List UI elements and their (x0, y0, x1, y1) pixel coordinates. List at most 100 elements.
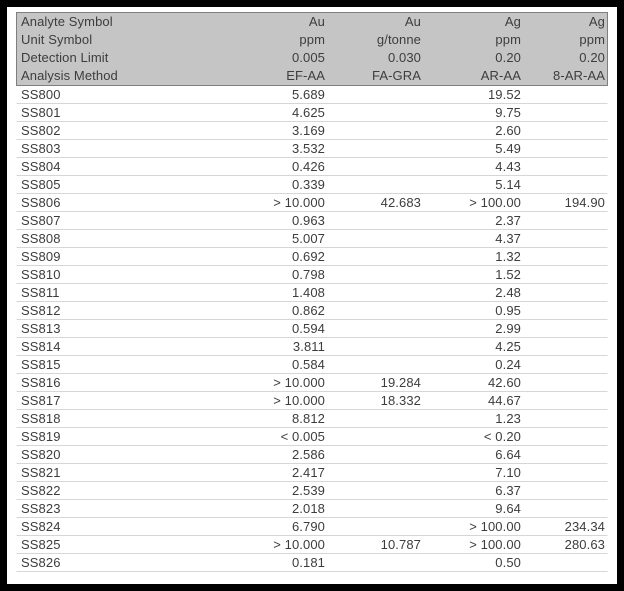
cell-au-ppm: 5.007 (291, 231, 325, 246)
header-cell-au-ppm: EF-AA (286, 68, 325, 83)
table-row: SS820 2.586 6.64 (16, 446, 608, 464)
table-row: SS800 5.689 19.52 (16, 86, 608, 104)
cell-ag-ppm-2 (523, 464, 607, 482)
cell-ag-ppm: 4.25 (495, 339, 521, 354)
cell-ag-ppm: 0.50 (495, 555, 521, 570)
cell-au-ppm: 2.018 (291, 501, 325, 516)
header-cell-ag-ppm-2: 0.20 (579, 50, 605, 65)
row-label: SS806 (21, 195, 61, 210)
cell-au-ppm: 0.339 (291, 177, 325, 192)
table-row: SS813 0.594 2.99 (16, 320, 608, 338)
row-label: SS812 (21, 303, 61, 318)
cell-ag-ppm-2 (523, 320, 607, 338)
header-cell-ag-ppm-2: 8-AR-AA (553, 68, 605, 83)
cell-ag-ppm: 1.52 (495, 267, 521, 282)
cell-ag-ppm: 42.60 (487, 375, 521, 390)
table-row: SS823 2.018 9.64 (16, 500, 608, 518)
row-label: SS824 (21, 519, 61, 534)
cell-ag-ppm: > 100.00 (469, 195, 521, 210)
cell-au-gtonne (327, 86, 423, 104)
header-cell-ag-ppm: AR-AA (480, 68, 521, 83)
row-label: SS808 (21, 231, 61, 246)
cell-au-gtonne (327, 428, 423, 446)
cell-ag-ppm: 0.95 (495, 303, 521, 318)
cell-ag-ppm: > 100.00 (469, 537, 521, 552)
cell-au-ppm: 0.584 (291, 357, 325, 372)
cell-ag-ppm-2 (523, 554, 607, 572)
cell-ag-ppm-2 (523, 428, 607, 446)
cell-ag-ppm: 2.60 (495, 123, 521, 138)
header-cell-au-ppm: 0.005 (291, 50, 325, 65)
row-label: SS826 (21, 555, 61, 570)
cell-au-ppm: < 0.005 (280, 429, 325, 444)
row-label: SS818 (21, 411, 61, 426)
table-row: SS815 0.584 0.24 (16, 356, 608, 374)
cell-au-gtonne (327, 482, 423, 500)
row-label: SS811 (21, 285, 60, 300)
table-row: SS816 > 10.000 19.284 42.60 (16, 374, 608, 392)
table-row: SS822 2.539 6.37 (16, 482, 608, 500)
report-page: Analyte Symbol Au Au Ag Ag Unit Symbol p… (7, 7, 617, 584)
cell-au-ppm: 2.586 (291, 447, 325, 462)
cell-ag-ppm-2 (523, 122, 607, 140)
cell-ag-ppm-2: 280.63 (564, 537, 605, 552)
cell-au-ppm: 2.539 (291, 483, 325, 498)
cell-au-gtonne (327, 356, 423, 374)
cell-au-ppm: 0.798 (291, 267, 325, 282)
cell-ag-ppm: 1.23 (495, 411, 521, 426)
cell-ag-ppm-2 (523, 86, 607, 104)
cell-ag-ppm-2 (523, 212, 607, 230)
cell-au-ppm: 6.790 (291, 519, 325, 534)
cell-au-ppm: 3.169 (291, 123, 325, 138)
table-row: SS812 0.862 0.95 (16, 302, 608, 320)
cell-ag-ppm: 6.37 (495, 483, 521, 498)
cell-ag-ppm: 7.10 (495, 465, 521, 480)
table-row: SS814 3.811 4.25 (16, 338, 608, 356)
cell-au-gtonne (327, 320, 423, 338)
cell-au-gtonne (327, 518, 423, 536)
row-label: SS822 (21, 483, 61, 498)
header-cell-au-gtonne: FA-GRA (372, 68, 421, 83)
cell-au-ppm: 0.594 (291, 321, 325, 336)
table-row: SS825 > 10.000 10.787 > 100.00 280.63 (16, 536, 608, 554)
table-row: SS802 3.169 2.60 (16, 122, 608, 140)
cell-ag-ppm: 2.48 (495, 285, 521, 300)
cell-au-gtonne (327, 248, 423, 266)
cell-ag-ppm: > 100.00 (469, 519, 521, 534)
row-label: SS823 (21, 501, 61, 516)
table-row: SS817 > 10.000 18.332 44.67 (16, 392, 608, 410)
cell-ag-ppm-2 (523, 338, 607, 356)
row-label: SS819 (21, 429, 61, 444)
header-cell-au-ppm: ppm (299, 32, 325, 47)
cell-au-ppm: > 10.000 (273, 537, 325, 552)
cell-ag-ppm-2 (523, 176, 607, 194)
cell-au-gtonne (327, 446, 423, 464)
row-label: SS803 (21, 141, 61, 156)
table-row: SS801 4.625 9.75 (16, 104, 608, 122)
table-row: SS811 1.408 2.48 (16, 284, 608, 302)
cell-au-ppm: 0.862 (291, 303, 325, 318)
row-label: SS816 (21, 375, 61, 390)
cell-ag-ppm-2 (523, 284, 607, 302)
table-row: SS807 0.963 2.37 (16, 212, 608, 230)
row-label: SS821 (21, 465, 61, 480)
cell-au-gtonne: 19.284 (380, 375, 421, 390)
cell-au-gtonne: 18.332 (380, 393, 421, 408)
cell-ag-ppm-2: 194.90 (564, 195, 605, 210)
cell-au-ppm: 5.689 (291, 87, 325, 102)
row-label: SS815 (21, 357, 61, 372)
cell-au-gtonne (327, 140, 423, 158)
cell-ag-ppm-2 (523, 104, 607, 122)
header-row-analyte-symbol: Analyte Symbol Au Au Ag Ag (17, 13, 607, 31)
cell-ag-ppm: 4.37 (495, 231, 521, 246)
cell-ag-ppm-2 (523, 374, 607, 392)
cell-au-gtonne (327, 284, 423, 302)
cell-au-ppm: 1.408 (291, 285, 325, 300)
cell-au-ppm: 0.426 (291, 159, 325, 174)
cell-au-gtonne: 10.787 (380, 537, 421, 552)
cell-au-ppm: > 10.000 (273, 393, 325, 408)
cell-ag-ppm-2 (523, 356, 607, 374)
cell-ag-ppm-2 (523, 140, 607, 158)
cell-ag-ppm: 4.43 (495, 159, 521, 174)
